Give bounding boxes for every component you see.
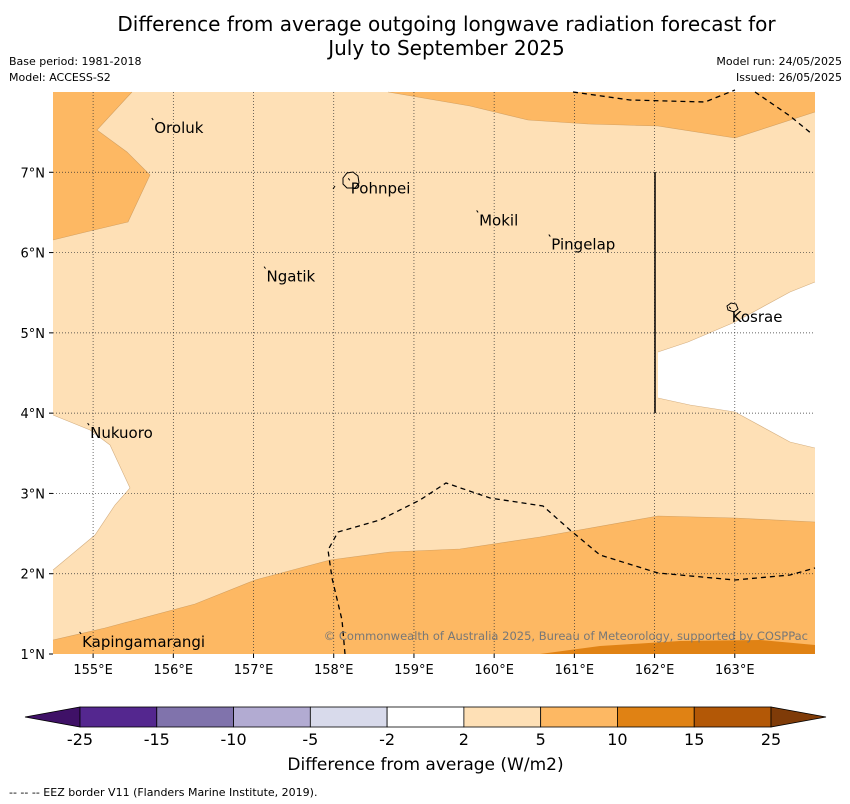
lat-tick-label: 7°N <box>21 166 46 181</box>
place-marker <box>548 234 551 237</box>
gridlines <box>53 92 815 654</box>
lon-tick-label: 162°E <box>635 663 675 678</box>
lat-tick-label: 5°N <box>21 327 46 342</box>
place-marker <box>79 631 82 635</box>
colorbar-tick-label: 25 <box>761 730 781 749</box>
zone-neutral-east <box>658 282 815 448</box>
lat-tick-label: 4°N <box>21 407 46 422</box>
title-line-2: July to September 2025 <box>328 36 565 60</box>
colorbar-tick-label: 15 <box>684 730 704 749</box>
ant-atoll-mark <box>332 185 336 190</box>
colorbar-tick-label: -10 <box>220 730 246 749</box>
copyright-text: © Commonwealth of Australia 2025, Bureau… <box>324 629 808 643</box>
issued-date: Issued: 26/05/2025 <box>735 71 842 84</box>
eez-border-south <box>327 482 816 655</box>
place-label: Pohnpei <box>351 179 411 197</box>
place-marker <box>87 422 90 426</box>
colorbar-segment <box>463 706 542 728</box>
place-label: Kapingamarangi <box>82 633 205 651</box>
longitude-axis: 155°E 156°E 157°E 158°E 159°E 160°E 161°E 162°E… <box>73 654 755 678</box>
place-marker <box>263 266 266 269</box>
colorbar-segment <box>309 706 388 728</box>
colorbar-segment <box>693 706 772 728</box>
place-label: Pingelap <box>551 236 615 254</box>
lon-tick-label: 155°E <box>73 663 113 678</box>
lon-tick-label: 163°E <box>715 663 755 678</box>
lat-tick-label: 1°N <box>21 648 46 663</box>
colorbar-segment <box>540 706 618 728</box>
kosrae-island-shape <box>726 302 739 313</box>
zone-5-10-northwest <box>53 92 150 240</box>
lon-tick-label: 156°E <box>154 663 194 678</box>
map-title: Difference from average outgoing longwav… <box>0 12 850 60</box>
place-label: Mokil <box>479 211 518 229</box>
zone-neutral-west <box>53 415 130 570</box>
place-label: Kosrae <box>732 308 783 326</box>
place-marker <box>151 117 154 121</box>
colorbar-segment <box>617 706 695 728</box>
colorbar: -25 -15 -10 -5 -2 2 5 10 15 25 <box>24 706 827 749</box>
base-period: Base period: 1981-2018 <box>9 55 142 68</box>
title-line-1: Difference from average outgoing longwav… <box>117 12 776 36</box>
lat-tick-label: 6°N <box>21 247 46 262</box>
lon-tick-label: 157°E <box>234 663 274 678</box>
colorbar-segment <box>233 706 311 728</box>
colorbar-tick-label: 2 <box>459 730 469 749</box>
place-labels: Oroluk Pohnpei Mokil Pingelap Ngatik Kosrae Nu… <box>79 117 783 651</box>
colorbar-segment <box>386 706 465 728</box>
lat-tick-label: 2°N <box>21 568 46 583</box>
colorbar-label: Difference from average (W/m2) <box>287 755 564 775</box>
islands <box>332 171 739 313</box>
eez-border-north <box>572 89 736 103</box>
place-label: Ngatik <box>267 268 316 286</box>
place-marker <box>347 178 351 181</box>
colorbar-tick-label: 10 <box>607 730 627 749</box>
place-label: Oroluk <box>154 119 203 137</box>
colorbar-tick-label: -2 <box>379 730 395 749</box>
pohnpei-island-shape <box>342 171 360 189</box>
colorbar-tick-label: -15 <box>144 730 170 749</box>
lon-tick-label: 158°E <box>314 663 354 678</box>
model-run-info: Model run: 24/05/2025 Issued: 26/05/2025 <box>716 54 842 86</box>
zone-5-10-south <box>53 516 815 654</box>
map-plot-area <box>52 91 816 654</box>
colorbar-arrow-low <box>24 706 81 728</box>
lon-tick-label: 161°E <box>555 663 595 678</box>
model-run: Model run: 24/05/2025 <box>716 55 842 68</box>
eez-borders <box>327 89 816 655</box>
colorbar-segment <box>79 706 158 728</box>
colorbar-tick-label: 5 <box>536 730 546 749</box>
lat-tick-label: 3°N <box>21 487 46 502</box>
zone-10-15-south <box>540 640 815 654</box>
place-marker <box>476 210 479 213</box>
colorbar-segment <box>156 706 234 728</box>
place-label: Nukuoro <box>90 424 153 442</box>
base-period-info: Base period: 1981-2018 Model: ACCESS-S2 <box>9 54 141 86</box>
latitude-axis: 7°N 6°N 5°N 4°N 3°N 2°N 1°N <box>21 166 53 663</box>
colorbar-arrow-high <box>770 706 827 728</box>
footer-note: -- -- -- EEZ border V11 (Flanders Marine… <box>9 786 318 799</box>
place-marker <box>728 306 732 310</box>
lon-tick-label: 160°E <box>474 663 514 678</box>
colorbar-tick-label: -25 <box>67 730 93 749</box>
colorbar-tick-label: -5 <box>302 730 318 749</box>
zone-5-10-north <box>388 92 815 138</box>
lon-tick-label: 159°E <box>394 663 434 678</box>
model-name: Model: ACCESS-S2 <box>9 71 111 84</box>
